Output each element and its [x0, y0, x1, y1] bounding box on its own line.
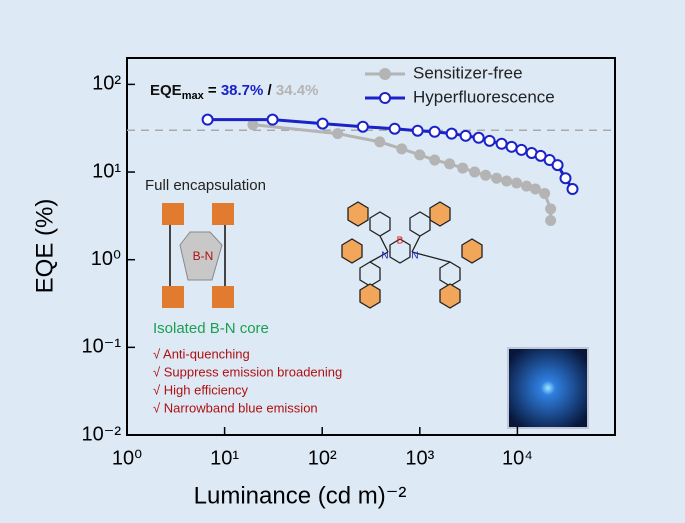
data-point	[444, 158, 456, 170]
eqe-eq: =	[204, 82, 221, 99]
data-point	[483, 134, 496, 147]
series-line	[252, 123, 553, 221]
atom-label: N	[381, 251, 388, 262]
data-point	[505, 140, 518, 153]
x-tick-label: 10¹	[210, 447, 239, 469]
y-tick-label: 10²	[92, 73, 121, 95]
plot-frame	[126, 57, 616, 436]
data-point	[356, 120, 369, 133]
data-point	[374, 136, 386, 148]
y-tick-label: 10⁻¹	[82, 336, 122, 358]
data-point	[545, 214, 557, 226]
feature: √ Suppress emission broadening	[153, 364, 342, 379]
data-point	[429, 154, 441, 166]
feature: √ High efficiency	[153, 382, 249, 397]
x-tick-label: 10⁴	[502, 447, 533, 469]
encapsulation-label: Full encapsulation	[145, 177, 266, 194]
data-point	[266, 113, 279, 126]
device-photo	[507, 347, 589, 429]
eqe-sub: max	[182, 90, 205, 102]
y-tick-label: 10¹	[92, 160, 121, 182]
eqe-annotation: EQEmax = 38.7% / 34.4%	[150, 82, 318, 102]
eqe-v2: 34.4%	[276, 82, 319, 99]
data-point	[459, 129, 472, 142]
data-point	[247, 119, 259, 131]
legend-label: Sensitizer-free	[413, 63, 523, 82]
x-tick-label: 10³	[405, 447, 434, 469]
legend-label: Hyperfluorescence	[413, 87, 555, 106]
legend-marker	[379, 68, 391, 80]
data-point	[480, 169, 492, 181]
data-point	[559, 172, 572, 185]
data-point	[539, 187, 551, 199]
core-title: Isolated B-N core	[153, 320, 269, 337]
data-point	[316, 117, 329, 130]
data-point	[495, 137, 508, 150]
data-point	[201, 113, 214, 126]
data-point	[414, 149, 426, 161]
eqe-sep: /	[263, 82, 276, 99]
core-label: B-N	[193, 249, 214, 263]
feature: √ Anti-quenching	[153, 346, 250, 361]
data-point	[545, 203, 557, 215]
data-point	[411, 124, 424, 137]
data-point	[428, 125, 441, 138]
y-tick-label: 10⁻²	[82, 423, 122, 445]
eqe-v1: 38.7%	[221, 82, 264, 99]
data-point	[457, 162, 469, 174]
y-axis-label: EQE (%)	[31, 199, 58, 294]
data-point	[551, 159, 564, 172]
data-point	[501, 175, 513, 187]
data-point	[491, 172, 503, 184]
data-point	[332, 128, 344, 140]
data-point	[566, 183, 579, 196]
data-point	[388, 122, 401, 135]
feature: √ Narrowband blue emission	[153, 400, 318, 415]
x-axis-label: Luminance (cd m)⁻²	[194, 482, 407, 509]
atom-label: B	[397, 236, 404, 247]
data-point	[529, 183, 541, 195]
data-point	[511, 177, 523, 189]
molecule	[341, 201, 483, 309]
data-point	[396, 143, 408, 155]
x-tick-label: 10²	[308, 447, 337, 469]
encapsulation-diagram	[162, 203, 234, 308]
atom-label: N	[411, 251, 418, 262]
x-tick-label: 10⁰	[112, 447, 142, 469]
eqe-lead: EQE	[150, 82, 182, 99]
data-point	[445, 127, 458, 140]
y-tick-label: 10⁰	[91, 248, 121, 270]
legend-marker	[379, 92, 391, 104]
data-point	[515, 143, 528, 156]
data-point	[472, 131, 485, 144]
data-point	[469, 166, 481, 178]
